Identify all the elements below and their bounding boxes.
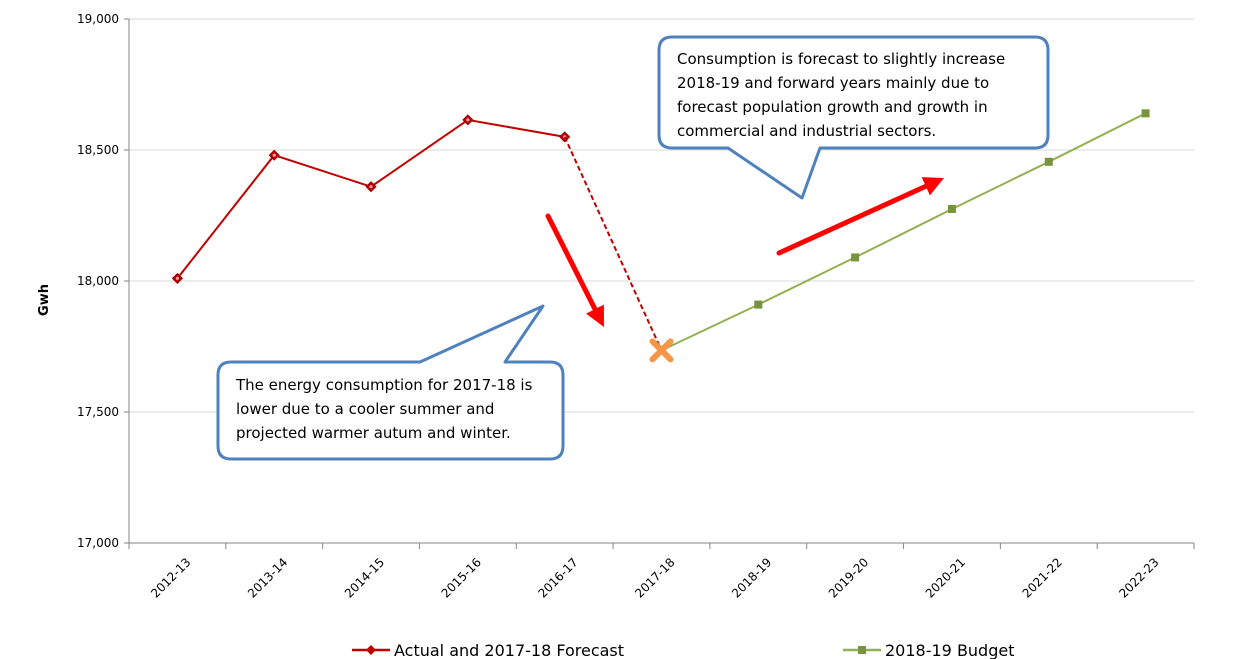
y-tick-label: 19,000 xyxy=(77,12,119,26)
callout-text-line: Consumption is forecast to slightly incr… xyxy=(677,50,1005,68)
y-tick-label: 17,000 xyxy=(77,536,119,550)
y-tick-labels: 17,000 17,500 18,000 18,500 19,000 xyxy=(77,12,119,550)
x-tick-label: 2015-16 xyxy=(439,555,484,600)
trend-arrows xyxy=(545,177,944,327)
x-tick-label: 2020-21 xyxy=(923,555,968,600)
gridlines xyxy=(129,18,1194,413)
series-layer xyxy=(171,109,1150,363)
x-tick-label: 2019-20 xyxy=(826,555,871,600)
data-point xyxy=(851,253,860,262)
x-tick-label: 2013-14 xyxy=(245,555,290,600)
y-tick-label: 18,000 xyxy=(77,274,119,288)
forecast-dashed-link xyxy=(563,136,663,351)
down-arrow xyxy=(545,213,604,327)
data-point xyxy=(947,204,956,213)
x-tick-label: 2018-19 xyxy=(729,555,774,600)
axes xyxy=(124,18,1195,549)
callouts: Consumption is forecast to slightly incr… xyxy=(216,35,1050,461)
callout-text-line: projected warmer autum and winter. xyxy=(236,424,511,442)
callout-text-line: commercial and industrial sectors. xyxy=(677,122,936,140)
x-tick-label: 2021-22 xyxy=(1020,555,1065,600)
data-point-center xyxy=(272,153,276,157)
series-line-1 xyxy=(661,112,1147,352)
y-axis-label: Gwh xyxy=(37,284,52,316)
callout-text-line: 2018-19 and forward years mainly due to xyxy=(677,74,989,92)
data-point-center xyxy=(369,185,373,189)
data-point xyxy=(1141,109,1150,118)
legend-label: 2018-19 Budget xyxy=(885,641,1014,659)
y-tick-label: 17,500 xyxy=(77,405,119,419)
series-line-0 xyxy=(176,118,565,280)
x-tick-label: 2012-13 xyxy=(148,555,193,600)
callout-text-line: The energy consumption for 2017-18 is xyxy=(235,376,533,394)
data-point xyxy=(754,300,763,309)
legend-item-actual: Actual and 2017-18 Forecast xyxy=(352,641,624,659)
legend-item-budget: 2018-19 Budget xyxy=(843,641,1014,659)
forecast-x-marker xyxy=(649,338,674,363)
up-arrow xyxy=(776,177,944,256)
callout-forecast-increase: Consumption is forecast to slightly incr… xyxy=(657,35,1050,200)
legend-label: Actual and 2017-18 Forecast xyxy=(394,641,624,659)
y-tick-label: 18,500 xyxy=(77,143,119,157)
x-tick-label: 2016-17 xyxy=(535,555,580,600)
x-tick-label: 2022-23 xyxy=(1116,555,1161,600)
data-point-center xyxy=(175,276,180,280)
x-tick-label: 2014-15 xyxy=(342,555,387,600)
x-tick-label: 2017-18 xyxy=(632,555,677,600)
data-point-center xyxy=(466,118,470,122)
x-tick-labels: 2012-13 2013-14 2014-15 2015-16 2016-17 2017-… xyxy=(148,555,1162,600)
callout-text-line: lower due to a cooler summer and xyxy=(236,400,494,418)
callout-text-line: forecast population growth and growth in xyxy=(677,98,988,116)
callout-lower-consumption: The energy consumption for 2017-18 is low… xyxy=(216,304,565,461)
legend: Actual and 2017-18 Forecast 2018-19 Budge… xyxy=(352,641,1014,659)
data-point xyxy=(1044,157,1053,166)
